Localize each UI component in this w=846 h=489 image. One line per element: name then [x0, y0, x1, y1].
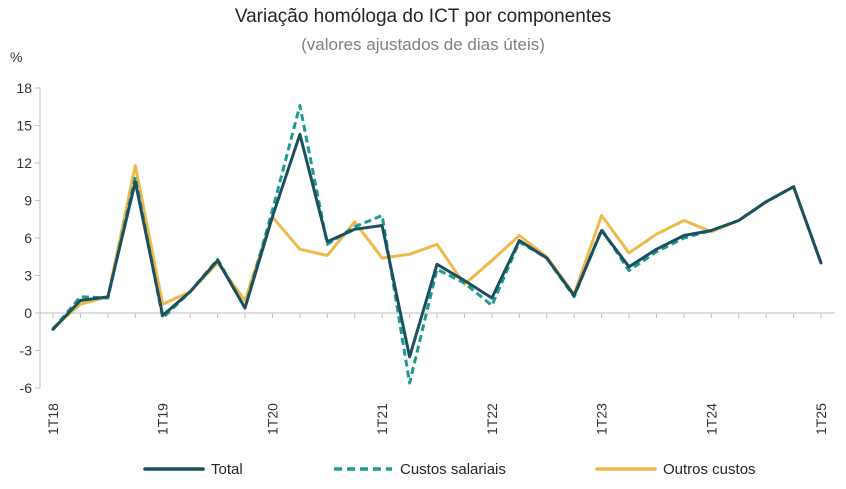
legend-item-total: Total — [143, 457, 243, 481]
x-tick-label: 1T22 — [484, 403, 500, 435]
legend-swatch-custos-salariais — [334, 467, 392, 471]
y-tick-label: 9 — [24, 193, 32, 209]
chart-subtitle: (valores ajustados de dias úteis) — [301, 35, 545, 54]
legend-label-total: Total — [211, 460, 243, 478]
legend-item-custos-salariais: Custos salariais — [332, 457, 506, 481]
legend-item-outros-custos: Outros custos — [595, 457, 756, 481]
x-tick-label: 1T21 — [374, 403, 390, 435]
y-tick-label: 6 — [24, 230, 32, 246]
chart-title: Variação homóloga do ICT por componentes — [234, 6, 612, 27]
legend-swatch-outros-custos — [595, 467, 657, 471]
x-tick-label: 1T20 — [264, 403, 280, 435]
y-tick-label: -3 — [20, 343, 33, 359]
x-tick-label: 1T24 — [703, 403, 719, 435]
series-line-outros-custos — [51, 164, 823, 330]
x-tick-label: 1T18 — [45, 403, 61, 435]
legend-label-custos-salariais: Custos salariais — [400, 460, 506, 478]
y-tick-label: -6 — [20, 380, 33, 396]
x-tick-label: 1T23 — [594, 403, 610, 435]
x-tick-label: 1T25 — [813, 403, 829, 435]
legend-swatch-total — [143, 467, 205, 471]
legend-label-outros-custos: Outros custos — [663, 460, 756, 478]
series-line-total — [51, 132, 823, 359]
y-tick-label: 3 — [24, 268, 32, 284]
y-tick-label: 12 — [16, 155, 32, 171]
y-axis-unit: % — [10, 49, 23, 65]
y-tick-label: 15 — [16, 118, 32, 134]
x-tick-label: 1T19 — [155, 403, 171, 435]
y-tick-label: 18 — [16, 80, 32, 96]
y-tick-label: 0 — [24, 305, 32, 321]
legend: Total Custos salariais Outros custos — [0, 457, 846, 481]
